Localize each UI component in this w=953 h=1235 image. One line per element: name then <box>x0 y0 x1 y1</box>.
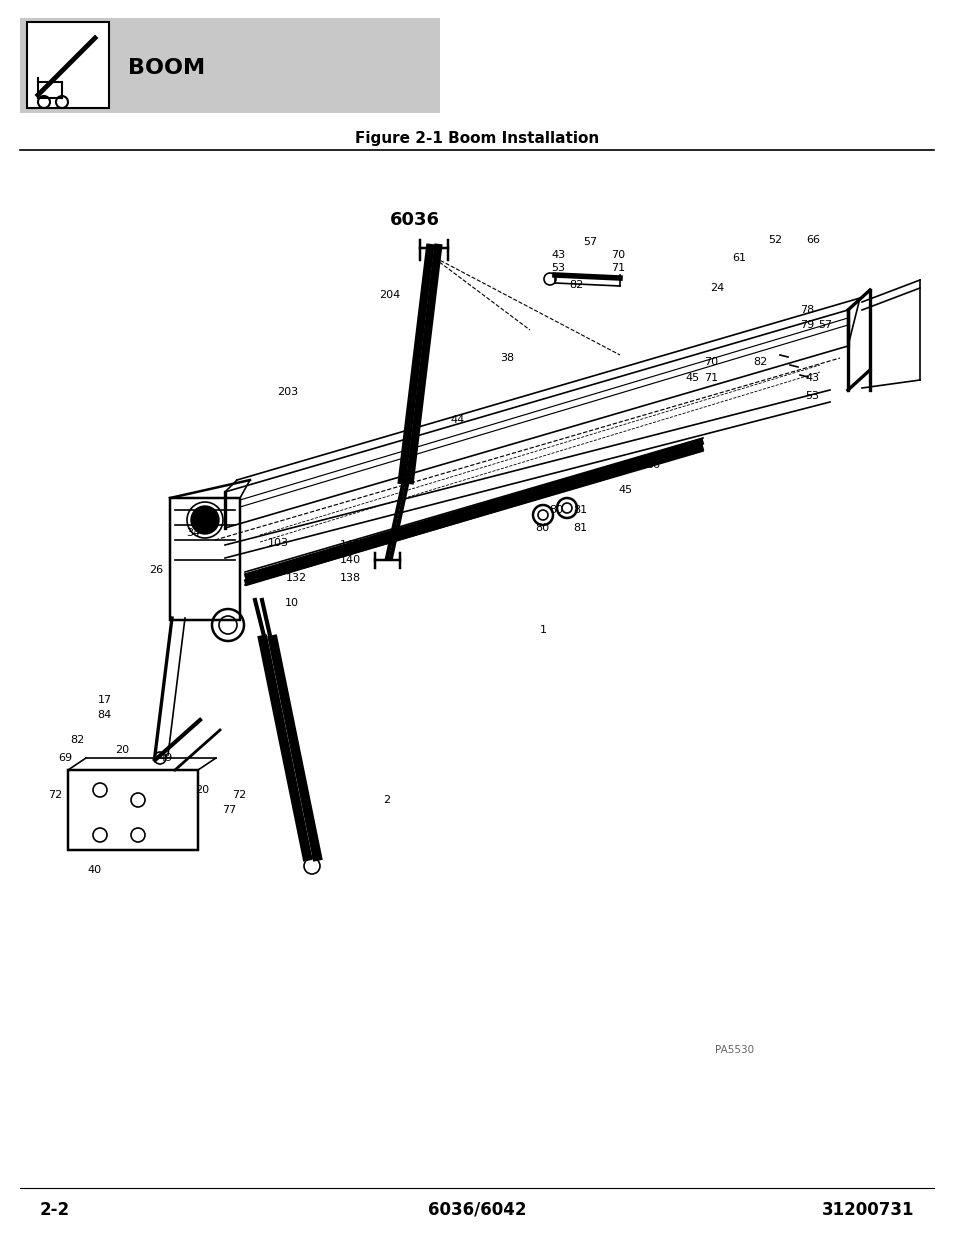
Text: 70: 70 <box>703 357 718 367</box>
Text: 78: 78 <box>800 305 814 315</box>
Text: 44: 44 <box>450 415 464 425</box>
Bar <box>27 22 109 107</box>
Text: 52: 52 <box>767 235 781 245</box>
Text: 71: 71 <box>610 263 624 273</box>
Text: 77: 77 <box>222 805 236 815</box>
Text: 20: 20 <box>194 785 209 795</box>
Text: 66: 66 <box>805 235 820 245</box>
Text: 140: 140 <box>339 555 361 564</box>
Text: 43: 43 <box>551 249 564 261</box>
Text: 34: 34 <box>186 529 200 538</box>
Text: 81: 81 <box>573 522 586 534</box>
Text: 1: 1 <box>539 625 546 635</box>
Text: 82: 82 <box>71 735 85 745</box>
Text: 26: 26 <box>149 564 163 576</box>
Text: 148: 148 <box>339 540 361 550</box>
Text: 82: 82 <box>568 280 582 290</box>
Text: 45: 45 <box>618 485 632 495</box>
Text: 84: 84 <box>97 710 112 720</box>
Text: 40: 40 <box>88 864 102 876</box>
Text: 43: 43 <box>804 373 819 383</box>
Text: 79: 79 <box>800 320 814 330</box>
Text: 61: 61 <box>731 253 745 263</box>
Text: 82: 82 <box>752 357 766 367</box>
Text: 57: 57 <box>582 237 597 247</box>
Text: 49: 49 <box>158 753 172 763</box>
Text: 71: 71 <box>703 373 718 383</box>
Text: 2-2: 2-2 <box>40 1200 71 1219</box>
Text: 38: 38 <box>499 353 514 363</box>
Text: 17: 17 <box>98 695 112 705</box>
Text: 36: 36 <box>645 459 659 471</box>
Text: 69: 69 <box>58 753 71 763</box>
Bar <box>68 769 198 850</box>
Text: 2: 2 <box>382 795 390 805</box>
Text: 72: 72 <box>232 790 246 800</box>
Text: BOOM: BOOM <box>128 58 205 78</box>
Text: 103: 103 <box>268 538 289 548</box>
Text: 10: 10 <box>285 598 298 608</box>
Text: 132: 132 <box>286 573 307 583</box>
Text: 138: 138 <box>339 573 361 583</box>
Text: Figure 2-1 Boom Installation: Figure 2-1 Boom Installation <box>355 131 598 146</box>
Text: 45: 45 <box>685 373 700 383</box>
FancyBboxPatch shape <box>20 19 439 112</box>
Text: 72: 72 <box>48 790 62 800</box>
Text: 81: 81 <box>573 505 586 515</box>
Text: 53: 53 <box>804 391 818 401</box>
Text: PA5530: PA5530 <box>714 1045 753 1055</box>
Text: 80: 80 <box>548 505 562 515</box>
Text: 6036/6042: 6036/6042 <box>427 1200 526 1219</box>
Text: 6036: 6036 <box>390 211 439 228</box>
Text: 203: 203 <box>276 387 297 396</box>
Text: 31200731: 31200731 <box>821 1200 913 1219</box>
Text: 80: 80 <box>535 522 548 534</box>
Text: 20: 20 <box>115 745 129 755</box>
Text: 53: 53 <box>551 263 564 273</box>
Circle shape <box>191 506 219 534</box>
Text: 57: 57 <box>817 320 831 330</box>
Text: 204: 204 <box>378 290 399 300</box>
Text: 24: 24 <box>709 283 723 293</box>
Text: 70: 70 <box>610 249 624 261</box>
